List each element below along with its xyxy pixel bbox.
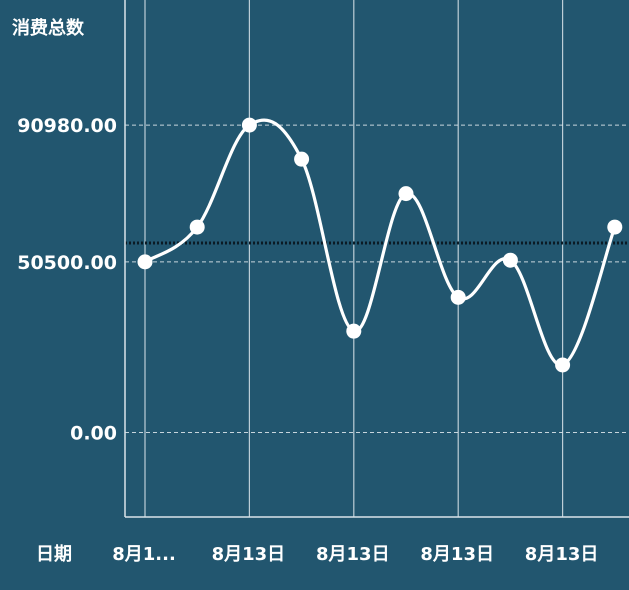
data-points <box>137 117 623 373</box>
x-tick-label-4: 8月13日 <box>525 544 599 565</box>
data-point-7 <box>502 252 518 268</box>
x-tick-label-2: 8月13日 <box>316 544 390 565</box>
x-tick-label-1: 8月13日 <box>212 544 286 565</box>
data-point-1 <box>189 219 205 235</box>
x-tick-labels: 8月1... 8月13日 8月13日 8月13日 8月13日 <box>112 544 598 565</box>
x-axis-label: 日期 <box>36 544 72 565</box>
data-point-6 <box>450 289 466 305</box>
y-tick-label-2: 0.00 <box>70 423 117 445</box>
x-tick-label-0: 8月1... <box>112 544 176 565</box>
y-tick-label-0: 90980.00 <box>17 115 117 137</box>
data-point-0 <box>137 254 153 270</box>
y-tick-label-1: 50500.00 <box>17 252 117 274</box>
data-point-3 <box>294 151 310 167</box>
x-tick-label-3: 8月13日 <box>420 544 494 565</box>
axis-layer <box>124 0 629 518</box>
y-tick-labels: 90980.00 50500.00 0.00 <box>17 115 117 444</box>
data-point-4 <box>346 323 362 339</box>
grid-layer <box>125 0 629 517</box>
data-point-5 <box>398 186 414 202</box>
series-layer <box>144 118 617 367</box>
data-point-9 <box>607 219 623 235</box>
data-point-8 <box>555 357 571 373</box>
y-axis-label: 消费总数 <box>12 17 85 39</box>
data-point-2 <box>241 117 257 133</box>
series-line <box>144 118 617 367</box>
